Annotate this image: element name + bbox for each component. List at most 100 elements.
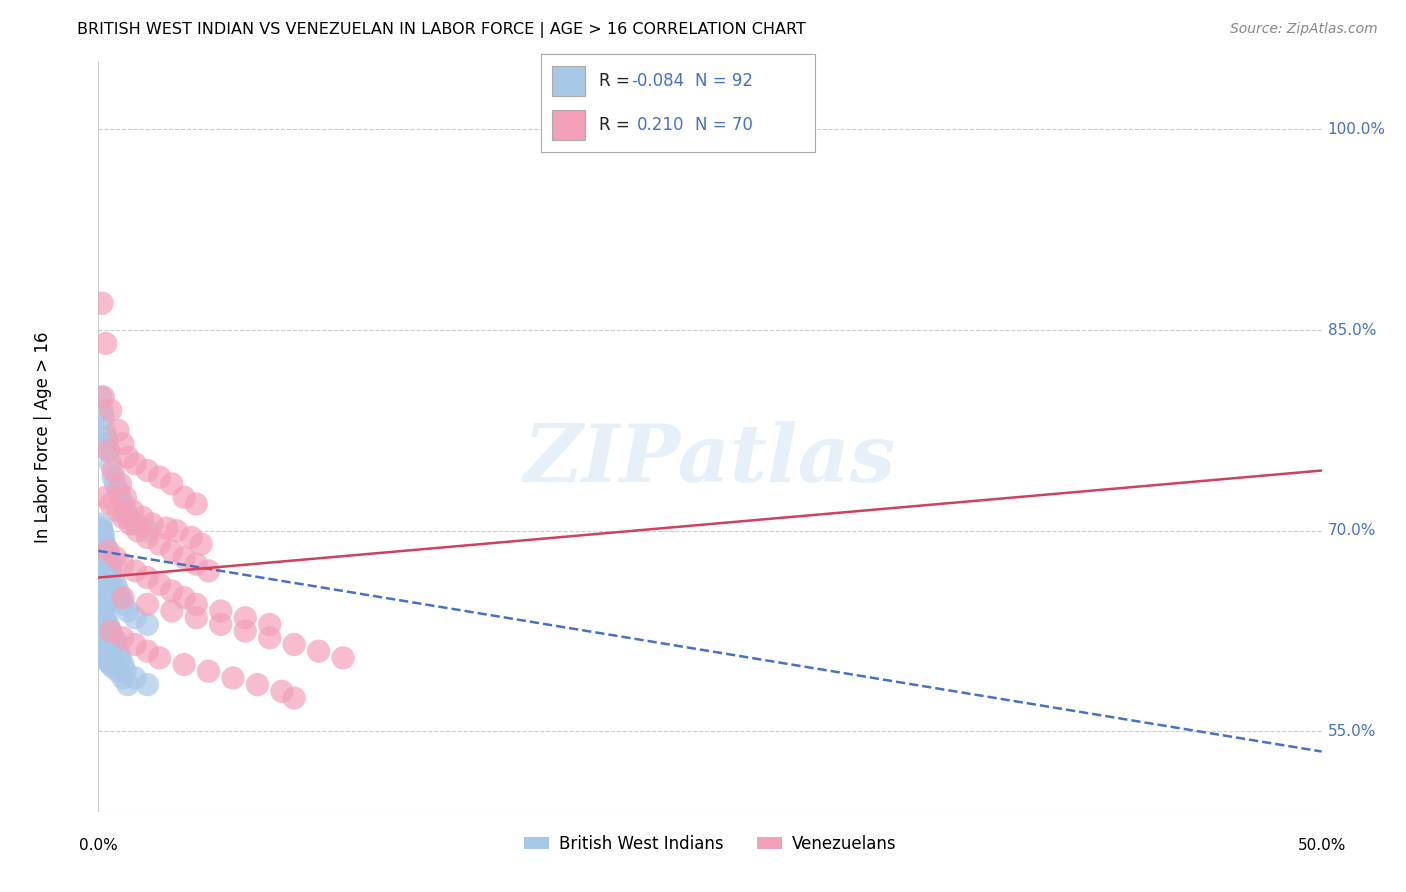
Point [259, 617, 281, 632]
Point [93, 571, 115, 585]
Point [94, 430, 117, 444]
Point [160, 544, 183, 558]
Point [91, 524, 114, 538]
Point [136, 617, 159, 632]
Point [233, 624, 256, 639]
Point [94, 617, 117, 632]
Text: R =: R = [599, 116, 630, 134]
Point [246, 678, 269, 692]
Point [93, 647, 115, 661]
Point [173, 591, 195, 605]
Point [117, 510, 139, 524]
Point [124, 638, 146, 652]
Text: R =: R = [599, 72, 630, 90]
Point [97, 655, 120, 669]
Point [94, 550, 117, 565]
Point [160, 584, 183, 599]
Point [91, 598, 114, 612]
Point [104, 550, 127, 565]
Point [117, 450, 139, 465]
Point [97, 443, 120, 458]
Point [97, 617, 120, 632]
Point [96, 548, 118, 562]
Text: 55.0%: 55.0% [1327, 724, 1376, 739]
Point [96, 437, 118, 451]
Text: N = 70: N = 70 [695, 116, 752, 134]
Point [111, 557, 134, 572]
Point [96, 577, 118, 591]
Point [91, 607, 114, 621]
Point [101, 660, 124, 674]
Point [93, 615, 115, 629]
Point [173, 491, 195, 505]
Point [111, 657, 134, 672]
Point [107, 644, 129, 658]
Point [114, 503, 136, 517]
Point [93, 537, 115, 551]
Point [111, 598, 134, 612]
Point [114, 665, 136, 679]
Point [173, 550, 195, 565]
Point [97, 550, 120, 565]
Point [100, 564, 122, 578]
Point [98, 553, 121, 567]
Point [124, 457, 146, 471]
Point [100, 557, 122, 572]
Point [97, 557, 120, 572]
FancyBboxPatch shape [553, 66, 585, 95]
Point [94, 651, 117, 665]
Point [149, 577, 172, 591]
Point [136, 530, 159, 544]
Point [111, 591, 134, 605]
Point [94, 336, 117, 351]
Point [110, 477, 132, 491]
Point [136, 678, 159, 692]
Point [96, 620, 118, 634]
Point [110, 491, 132, 505]
Point [197, 665, 219, 679]
Point [136, 524, 159, 538]
Point [100, 497, 122, 511]
Point [90, 561, 112, 575]
Point [156, 521, 179, 535]
Point [186, 611, 208, 625]
Point [90, 598, 112, 612]
Point [149, 470, 172, 484]
Point [270, 684, 294, 698]
Point [91, 526, 114, 541]
Text: 100.0%: 100.0% [1327, 122, 1386, 136]
Point [93, 424, 115, 438]
Text: Source: ZipAtlas.com: Source: ZipAtlas.com [1230, 22, 1378, 37]
Point [124, 564, 146, 578]
Point [104, 633, 127, 648]
Point [107, 424, 129, 438]
Point [90, 390, 112, 404]
Point [209, 604, 232, 618]
Point [91, 296, 114, 310]
Point [100, 624, 122, 639]
Point [91, 403, 114, 417]
Point [107, 584, 129, 599]
Point [101, 464, 124, 478]
Point [209, 617, 232, 632]
Point [97, 443, 120, 458]
Point [90, 601, 112, 615]
Point [91, 566, 114, 581]
Point [94, 544, 117, 558]
Point [91, 564, 114, 578]
Point [166, 524, 188, 538]
Point [308, 644, 330, 658]
Point [101, 631, 124, 645]
Text: BRITISH WEST INDIAN VS VENEZUELAN IN LABOR FORCE | AGE > 16 CORRELATION CHART: BRITISH WEST INDIAN VS VENEZUELAN IN LAB… [77, 22, 806, 38]
Text: 0.0%: 0.0% [79, 838, 118, 853]
Point [90, 638, 112, 652]
Point [107, 503, 129, 517]
Point [94, 574, 117, 589]
Legend: British West Indians, Venezuelans: British West Indians, Venezuelans [517, 829, 903, 860]
Point [91, 644, 114, 658]
Point [259, 631, 281, 645]
Point [97, 624, 120, 639]
Point [222, 671, 245, 685]
Point [111, 631, 134, 645]
Point [173, 657, 195, 672]
